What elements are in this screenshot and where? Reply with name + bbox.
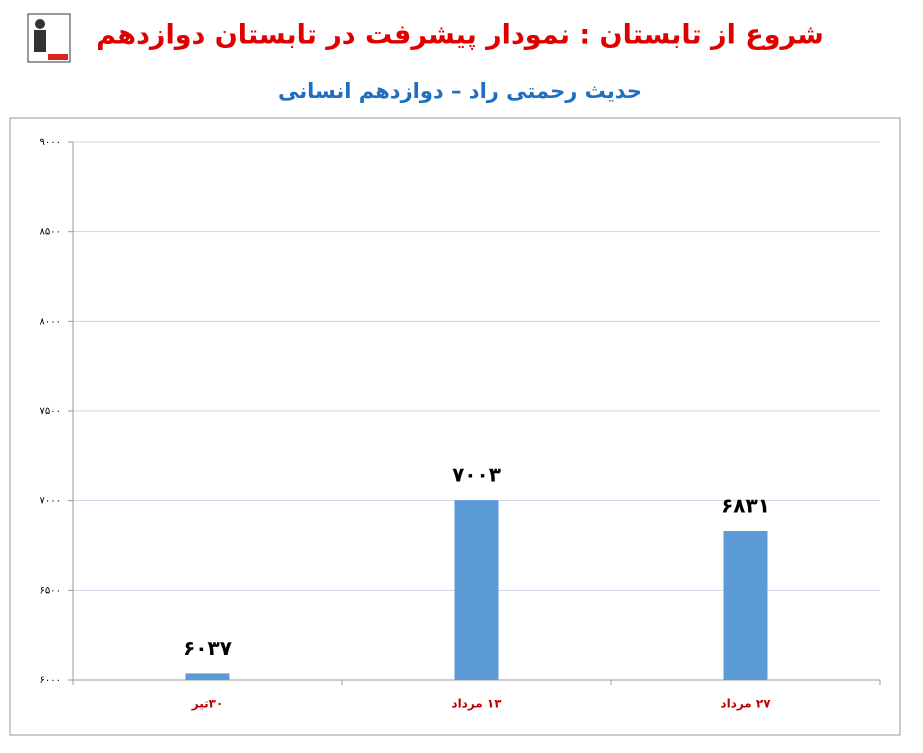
- y-tick-label: ۷۵۰۰: [40, 406, 61, 417]
- logo: [27, 13, 71, 63]
- data-label: ۶۰۳۷: [183, 636, 232, 660]
- bar: [454, 500, 499, 680]
- y-tick-label: ۷۰۰۰: [40, 496, 61, 507]
- y-tick-label: ۶۵۰۰: [40, 585, 61, 596]
- chart-title: شروع از تابستان : نمودار پیشرفت در تابست…: [96, 20, 824, 51]
- y-tick-label: ۸۵۰۰: [40, 227, 61, 238]
- chart-subtitle: حدیث رحمتی راد – دوازدهم انسانی: [278, 79, 642, 103]
- data-label: ۷۰۰۳: [452, 463, 501, 487]
- bar: [185, 673, 230, 680]
- y-tick-label: ۸۰۰۰: [40, 316, 61, 327]
- y-tick-label: ۹۰۰۰: [40, 137, 61, 148]
- x-tick-label: ۳۰تیر: [191, 697, 224, 711]
- data-label: ۶۸۳۱: [721, 493, 770, 517]
- x-tick-label: ۲۷ مرداد: [720, 697, 771, 711]
- chart-frame: [9, 117, 901, 736]
- bar: [723, 530, 768, 680]
- y-tick-label: ۶۰۰۰: [40, 675, 61, 686]
- x-tick-label: ۱۳ مرداد: [451, 697, 502, 711]
